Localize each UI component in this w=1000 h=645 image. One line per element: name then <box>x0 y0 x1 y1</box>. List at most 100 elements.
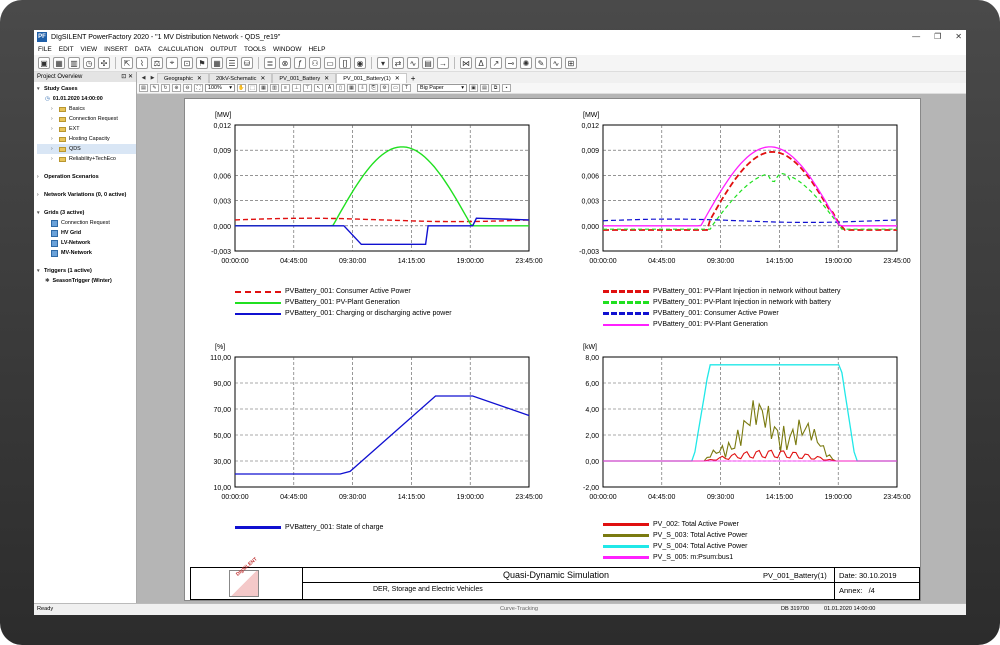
zoom-all-icon[interactable]: ⛶ <box>194 84 203 92</box>
tree-item[interactable]: ◷ 01.01.2020 14:00:00 <box>37 94 136 104</box>
paper-select[interactable]: Big Paper ▾ <box>417 84 467 92</box>
table-icon[interactable]: ▦ <box>347 84 356 92</box>
page-setup-icon[interactable]: ▣ <box>469 84 478 92</box>
arrow-right-icon[interactable]: → <box>437 57 449 69</box>
tab-close-icon[interactable]: ✕ <box>394 75 400 82</box>
tree-group-title[interactable]: › Operation Scenarios <box>37 173 136 182</box>
tab-20kv-schematic[interactable]: 20kV-Schematic ✕ <box>208 73 273 83</box>
menu-edit[interactable]: EDIT <box>58 46 74 53</box>
expand-arrow-icon[interactable]: › <box>51 136 53 142</box>
expand-arrow-icon[interactable]: ▾ <box>37 268 40 274</box>
table-icon[interactable]: ▤ <box>422 57 434 69</box>
tree-item[interactable]: LV-Network <box>37 238 136 248</box>
expand-arrow-icon[interactable]: › <box>37 174 39 180</box>
tab-geographic[interactable]: Geographic ✕ <box>157 73 209 83</box>
axis-icon[interactable]: ⊤ <box>303 84 312 92</box>
panel-controls[interactable]: ⊡ ✕ <box>121 74 133 80</box>
font-icon[interactable]: T <box>402 84 411 92</box>
rectangle-icon[interactable]: ▭ <box>324 57 336 69</box>
expand-arrow-icon[interactable]: › <box>51 156 53 162</box>
wave-icon[interactable]: ∿ <box>407 57 419 69</box>
dropdown-icon[interactable]: ▾ <box>377 57 389 69</box>
layout-icon[interactable]: ▦ <box>259 84 268 92</box>
chart-edit-icon[interactable]: ⊞ <box>565 57 577 69</box>
duplicate-icon[interactable]: ⧉ <box>491 84 500 92</box>
tree-item[interactable]: › Hosting Capacity <box>37 134 136 144</box>
menu-help[interactable]: HELP <box>308 46 326 53</box>
menu-data[interactable]: DATA <box>134 46 152 53</box>
bulb-icon[interactable]: ✺ <box>520 57 532 69</box>
settings-icon[interactable]: ✣ <box>98 57 110 69</box>
data-manager-icon[interactable]: ▦ <box>53 57 65 69</box>
edit-icon[interactable]: ✎ <box>150 84 159 92</box>
clock-icon[interactable]: ◷ <box>83 57 95 69</box>
select-icon[interactable]: ⬚ <box>248 84 257 92</box>
delta-icon[interactable]: Δ <box>475 57 487 69</box>
tree-group-title[interactable]: ▾ Study Cases <box>37 85 136 94</box>
page-icon[interactable]: ▭ <box>391 84 400 92</box>
tree-item[interactable]: › Reliability+TechEco <box>37 154 136 164</box>
chart-icon[interactable]: ⊡ <box>181 57 193 69</box>
stack-icon[interactable]: ≣ <box>264 57 276 69</box>
expand-arrow-icon[interactable]: › <box>51 116 53 122</box>
scale-icon[interactable]: ⚖ <box>151 57 163 69</box>
pan-icon[interactable]: ✋ <box>237 84 246 92</box>
tree-item[interactable]: › EXT <box>37 124 136 134</box>
tree-group-title[interactable]: ▾ Triggers (1 active) <box>37 267 136 276</box>
scale-icon[interactable]: ⊥ <box>292 84 301 92</box>
curve-tracking-icon[interactable]: ⇄ <box>392 57 404 69</box>
graph-icon[interactable]: ⋈ <box>460 57 472 69</box>
label-icon[interactable]: A <box>325 84 334 92</box>
grid-icon[interactable]: ▥ <box>68 57 80 69</box>
menu-window[interactable]: WINDOW <box>272 46 302 53</box>
menu-tools[interactable]: TOOLS <box>244 46 266 53</box>
expand-arrow-icon[interactable]: › <box>51 146 53 152</box>
export-icon[interactable]: ⇩ <box>358 84 367 92</box>
new-project-icon[interactable]: ▣ <box>38 57 50 69</box>
minimize-button[interactable]: — <box>912 32 921 41</box>
tree-item[interactable]: › QDS <box>37 144 136 154</box>
scripts-icon[interactable]: ✎ <box>535 57 547 69</box>
add-tab-button[interactable]: + <box>410 74 416 83</box>
menu-file[interactable]: FILE <box>38 46 52 53</box>
zoom-select[interactable]: 100% ▾ <box>205 84 235 92</box>
tab-pv-001-battery-1[interactable]: PV_001_Battery(1) ✕ <box>336 73 407 83</box>
flag-icon[interactable]: ⚑ <box>196 57 208 69</box>
zoom-out-icon[interactable]: ⊖ <box>183 84 192 92</box>
close-button[interactable]: ✕ <box>955 32 962 41</box>
function-icon[interactable]: ƒ <box>294 57 306 69</box>
close-icon[interactable]: ⊗ <box>279 57 291 69</box>
expand-arrow-icon[interactable]: › <box>51 106 53 112</box>
forward-icon[interactable]: ▶ <box>150 75 155 81</box>
save-icon[interactable]: ▪ <box>502 84 511 92</box>
cursor-icon[interactable]: ↖ <box>314 84 323 92</box>
tree-item[interactable]: ✱ SeasonTrigger (Winter) <box>37 276 136 286</box>
maximize-button[interactable]: ❐ <box>934 32 942 41</box>
database-icon[interactable]: ⛁ <box>241 57 253 69</box>
tree-item[interactable]: Connection Request <box>37 218 136 228</box>
layers-icon[interactable]: ☰ <box>226 57 238 69</box>
chart-icon[interactable]: ▯ <box>336 84 345 92</box>
copy-icon[interactable]: ⎘ <box>369 84 378 92</box>
tree-item[interactable]: › Basics <box>37 104 136 114</box>
wave-sine-icon[interactable]: ∿ <box>550 57 562 69</box>
tree-item[interactable]: MV-Network <box>37 248 136 258</box>
eye-icon[interactable]: ◉ <box>354 57 366 69</box>
location-icon[interactable]: ⌖ <box>166 57 178 69</box>
tab-close-icon[interactable]: ✕ <box>260 75 266 82</box>
pointer-icon[interactable]: ↗ <box>490 57 502 69</box>
connect-icon[interactable]: ⊸ <box>505 57 517 69</box>
tree-group-title[interactable]: › Network Variations (0, 0 active) <box>37 191 136 200</box>
expand-arrow-icon[interactable]: › <box>51 126 53 132</box>
back-icon[interactable]: ◀ <box>141 75 146 81</box>
menu-output[interactable]: OUTPUT <box>210 46 238 53</box>
cursor-icon[interactable]: ⇱ <box>121 57 133 69</box>
menu-view[interactable]: VIEW <box>80 46 98 53</box>
user-icon[interactable]: ⚇ <box>309 57 321 69</box>
settings-icon[interactable]: ⚙ <box>380 84 389 92</box>
refresh-icon[interactable]: ↻ <box>161 84 170 92</box>
expand-arrow-icon[interactable]: › <box>37 192 39 198</box>
load-flow-icon[interactable]: ⌇ <box>136 57 148 69</box>
menu-insert[interactable]: INSERT <box>104 46 128 53</box>
tree-item[interactable]: HV Grid <box>37 228 136 238</box>
